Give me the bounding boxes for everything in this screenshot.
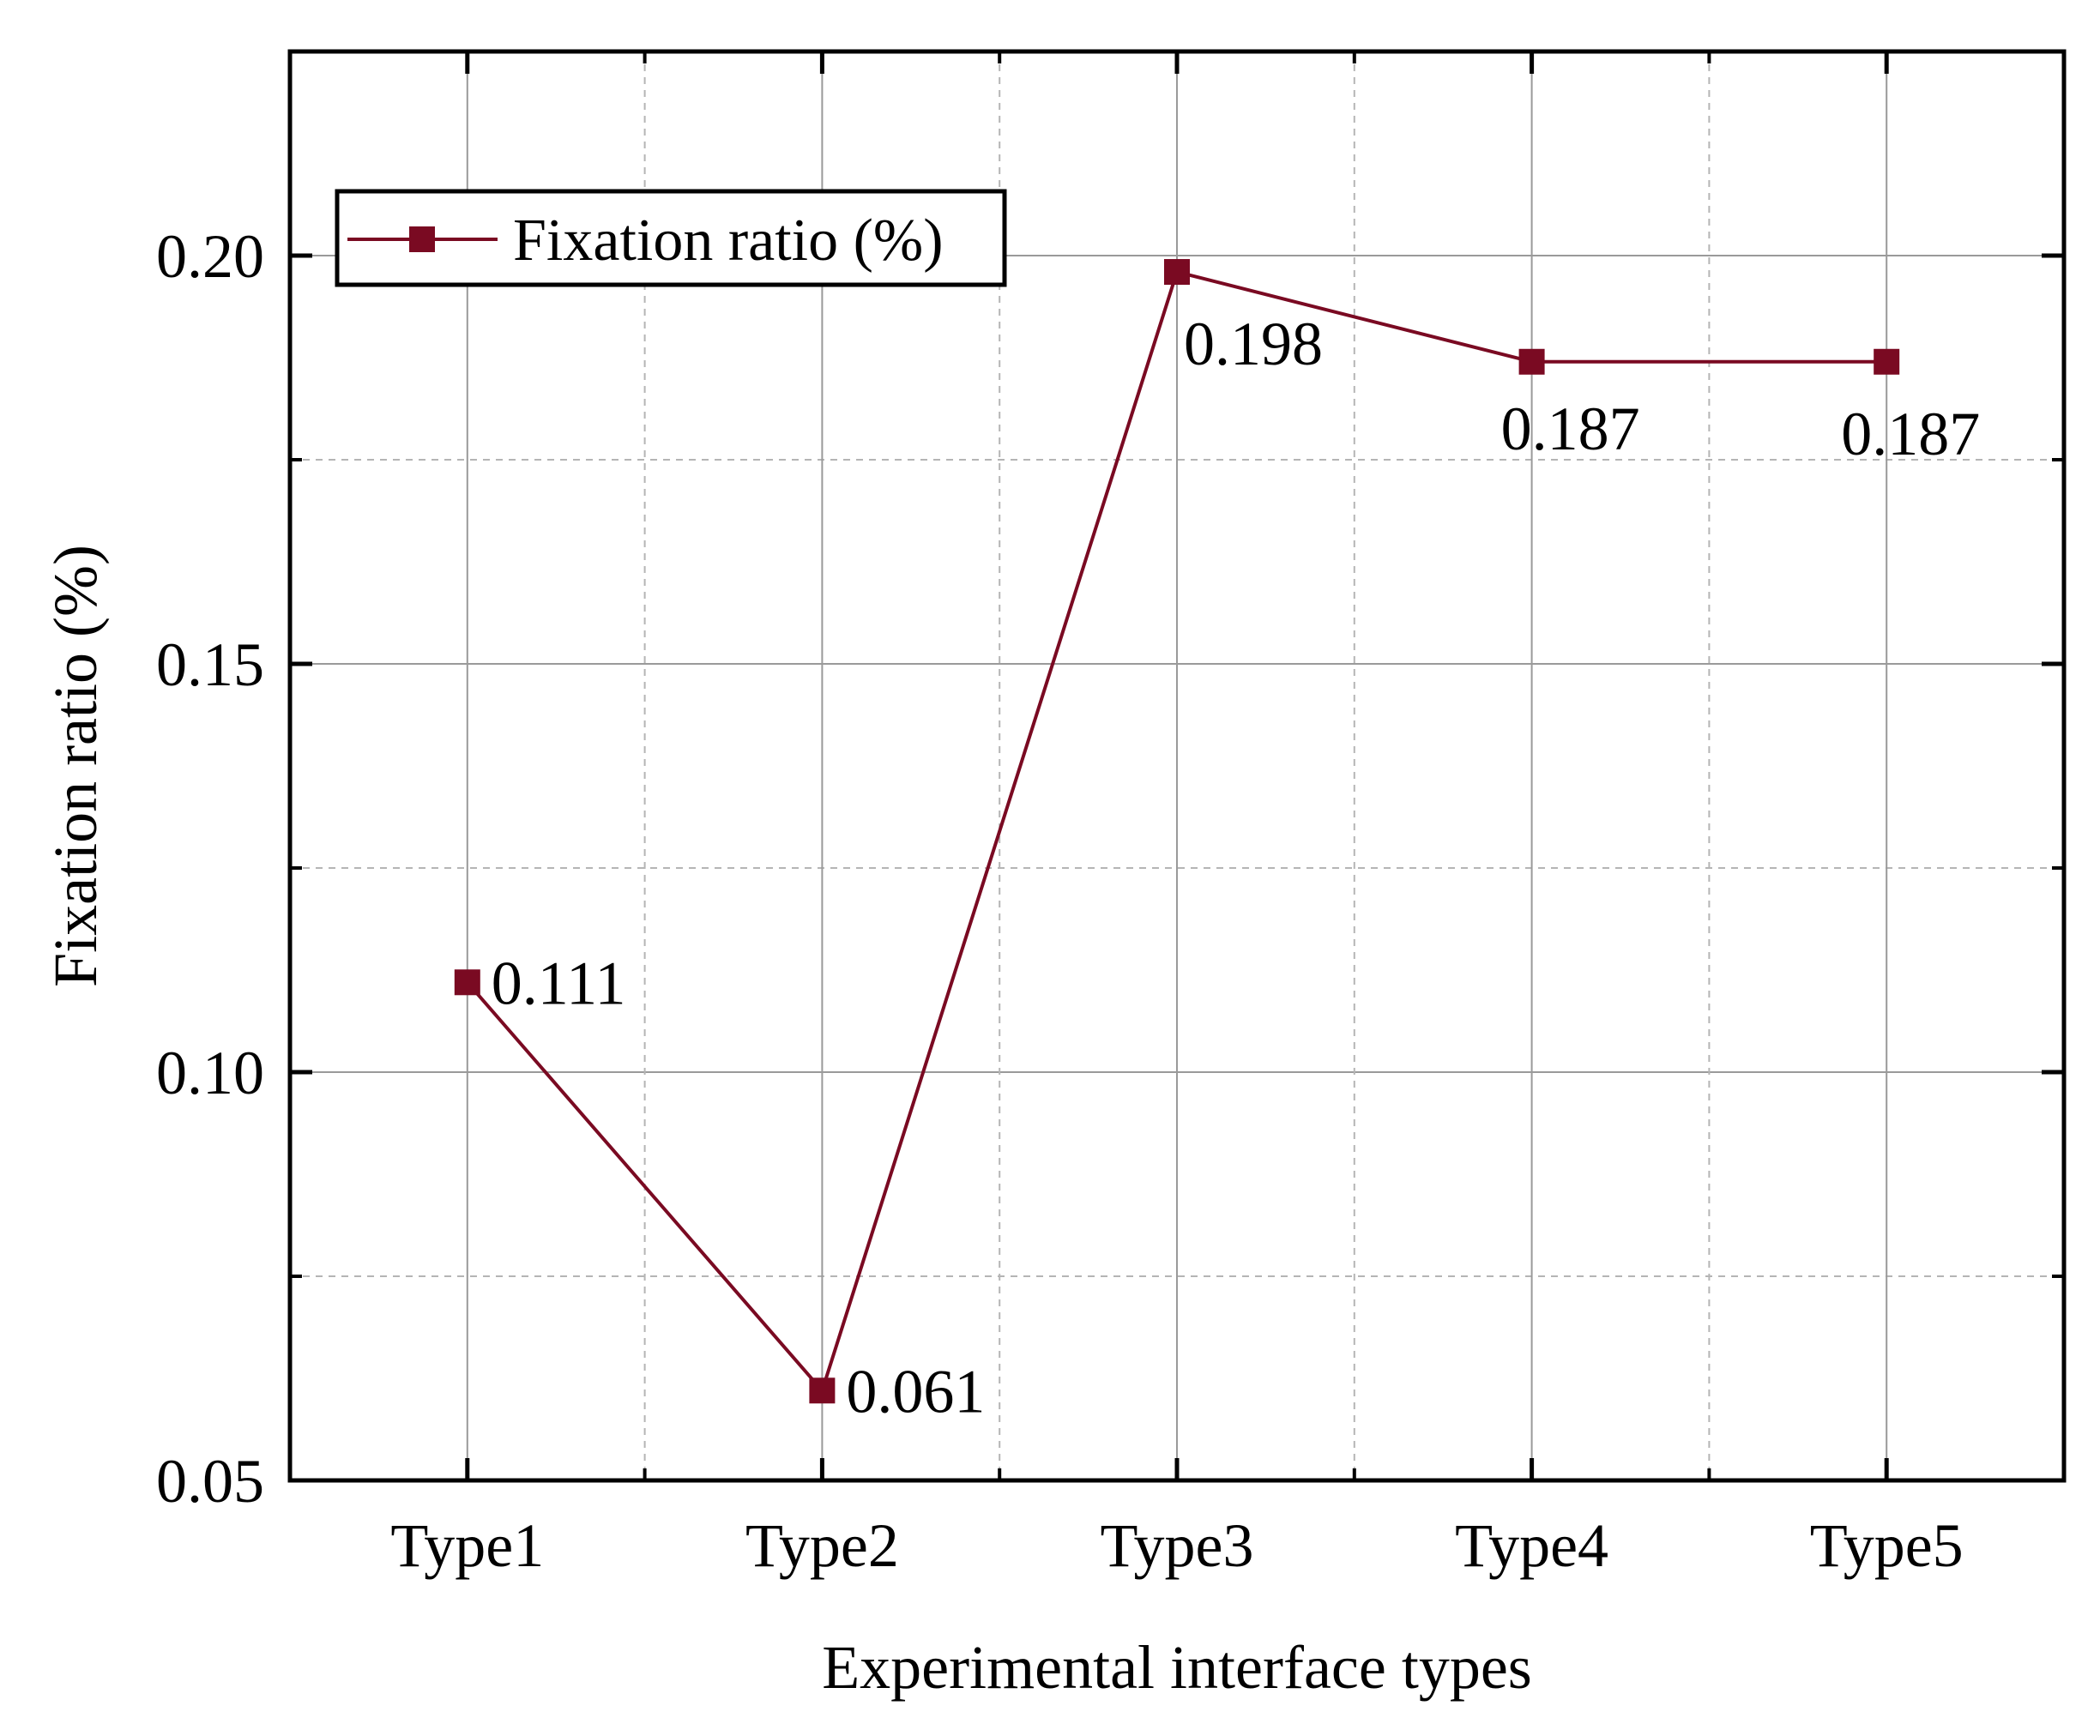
data-point-marker [454,969,480,996]
y-tick-labels: 0.05 0.10 0.15 0.20 [156,222,264,1516]
y-tick-label: 0.20 [156,222,264,291]
data-point-marker [1874,348,1900,375]
x-tick-labels: Type1 Type2 Type3 Type4 Type5 [390,1511,1963,1580]
legend-square-marker-icon [409,226,435,252]
plot-frame [287,49,2067,1483]
series-fixation-ratio [454,259,1900,1404]
y-tick-label: 0.15 [156,630,264,699]
data-point-marker [1164,259,1190,286]
x-tick-label: Type4 [1455,1511,1608,1580]
data-label: 0.187 [1501,395,1640,463]
y-tick-label: 0.10 [156,1039,264,1107]
data-labels: 0.111 0.061 0.198 0.187 0.187 [492,310,1980,1426]
data-point-marker [809,1377,836,1404]
data-label: 0.111 [492,949,626,1017]
legend-label: Fixation ratio (%) [513,208,944,274]
data-label: 0.198 [1184,310,1323,378]
legend: Fixation ratio (%) [335,189,1007,287]
x-tick-label: Type3 [1101,1511,1254,1580]
grid [290,51,2064,1481]
data-label: 0.061 [846,1357,985,1426]
y-tick-label: 0.05 [156,1447,264,1516]
x-axis-title: Experimental interface types [822,1633,1532,1702]
x-tick-label: Type1 [390,1511,544,1580]
y-axis-title: Fixation ratio (%) [41,545,110,987]
data-point-marker [1518,348,1545,375]
data-label: 0.187 [1841,400,1980,468]
x-tick-label: Type2 [745,1511,899,1580]
x-tick-label: Type5 [1810,1511,1964,1580]
